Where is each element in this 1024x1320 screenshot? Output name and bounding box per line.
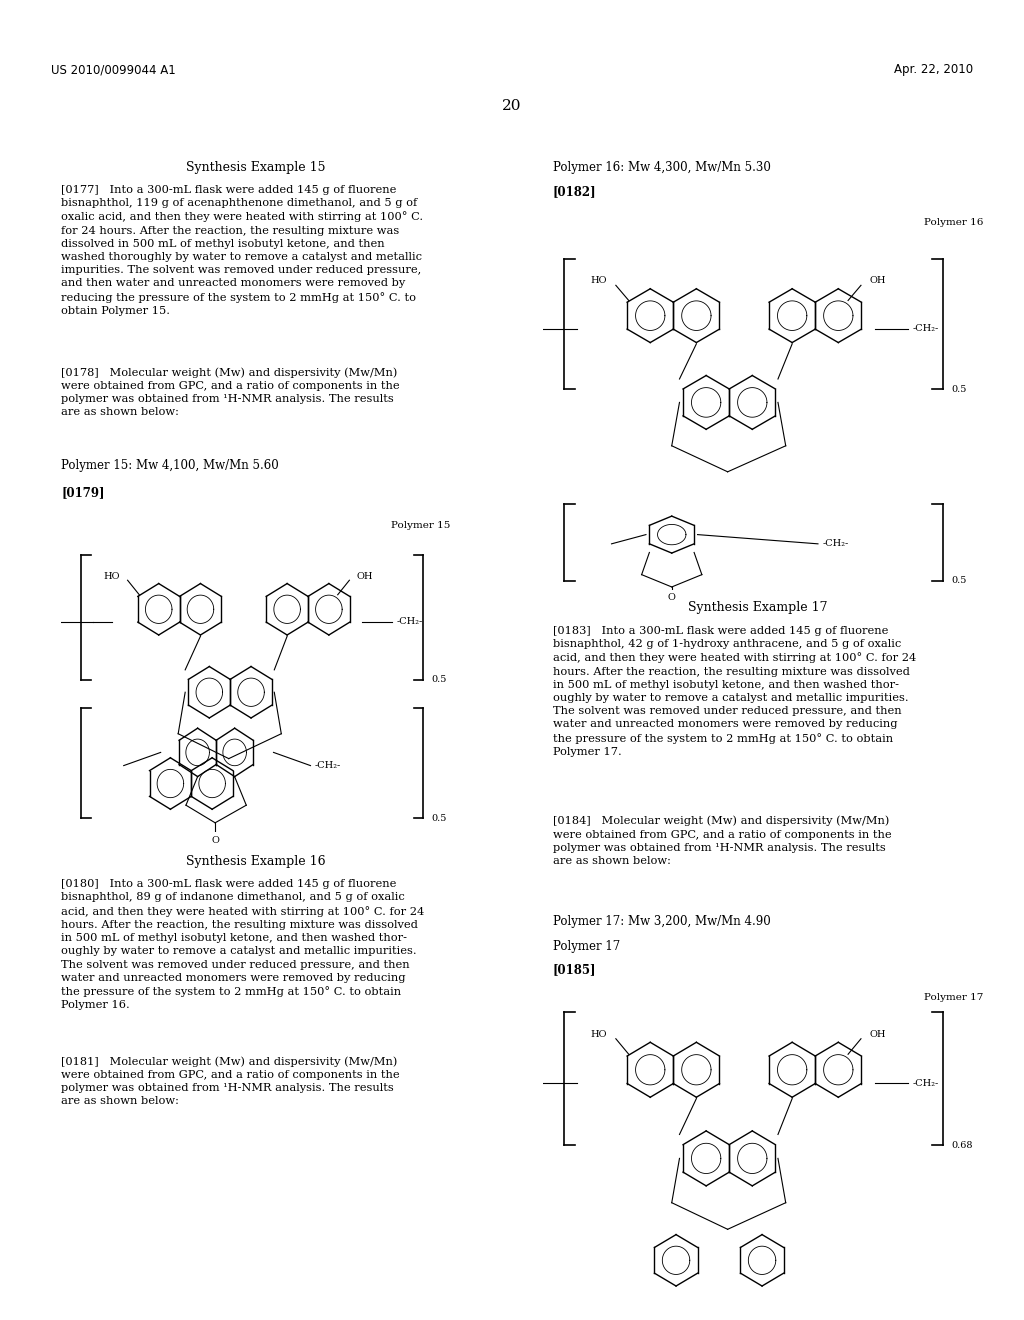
Text: Polymer 17: Mw 3,200, Mw/Mn 4.90: Polymer 17: Mw 3,200, Mw/Mn 4.90: [553, 915, 771, 928]
Text: [0181]   Molecular weight (Mw) and dispersivity (Mw/Mn)
were obtained from GPC, : [0181] Molecular weight (Mw) and dispers…: [61, 1056, 400, 1106]
Text: -CH₂-: -CH₂-: [822, 540, 849, 548]
Text: Polymer 17: Polymer 17: [924, 993, 983, 1002]
Text: 0.5: 0.5: [951, 577, 967, 585]
Text: O: O: [668, 593, 676, 602]
Text: Polymer 16: Mw 4,300, Mw/Mn 5.30: Polymer 16: Mw 4,300, Mw/Mn 5.30: [553, 161, 771, 174]
Text: Synthesis Example 15: Synthesis Example 15: [186, 161, 326, 174]
Text: Polymer 16: Polymer 16: [924, 218, 983, 227]
Text: OH: OH: [870, 1030, 887, 1039]
Text: -CH₂-: -CH₂-: [912, 325, 939, 333]
Text: 0.5: 0.5: [431, 814, 446, 822]
Text: [0179]: [0179]: [61, 486, 104, 499]
Text: OH: OH: [870, 276, 887, 285]
Text: [0178]   Molecular weight (Mw) and dispersivity (Mw/Mn)
were obtained from GPC, : [0178] Molecular weight (Mw) and dispers…: [61, 367, 400, 417]
Text: HO: HO: [591, 276, 607, 285]
Text: HO: HO: [103, 572, 120, 581]
Text: [0183]   Into a 300-mL flask were added 145 g of fluorene
bisnaphthol, 42 g of 1: [0183] Into a 300-mL flask were added 14…: [553, 626, 916, 756]
Text: [0180]   Into a 300-mL flask were added 145 g of fluorene
bisnaphthol, 89 g of i: [0180] Into a 300-mL flask were added 14…: [61, 879, 425, 1010]
Text: Synthesis Example 16: Synthesis Example 16: [186, 855, 326, 869]
Text: OH: OH: [356, 572, 373, 581]
Text: 20: 20: [502, 99, 522, 114]
Text: -CH₂-: -CH₂-: [912, 1078, 939, 1088]
Text: US 2010/0099044 A1: US 2010/0099044 A1: [51, 63, 176, 77]
Text: 0.68: 0.68: [951, 1140, 973, 1150]
Text: [0185]: [0185]: [553, 964, 596, 977]
Text: 0.5: 0.5: [431, 676, 446, 684]
Text: Polymer 15: Mw 4,100, Mw/Mn 5.60: Polymer 15: Mw 4,100, Mw/Mn 5.60: [61, 459, 280, 473]
Text: [0177]   Into a 300-mL flask were added 145 g of fluorene
bisnaphthol, 119 g of : [0177] Into a 300-mL flask were added 14…: [61, 185, 424, 315]
Text: HO: HO: [591, 1030, 607, 1039]
Text: [0182]: [0182]: [553, 185, 597, 198]
Text: O: O: [211, 836, 219, 845]
Text: -CH₂-: -CH₂-: [314, 762, 341, 770]
Text: -CH₂-: -CH₂-: [396, 618, 422, 626]
Text: Synthesis Example 17: Synthesis Example 17: [688, 601, 827, 614]
Text: [0184]   Molecular weight (Mw) and dispersivity (Mw/Mn)
were obtained from GPC, : [0184] Molecular weight (Mw) and dispers…: [553, 816, 892, 866]
Text: Polymer 17: Polymer 17: [553, 940, 621, 953]
Text: Apr. 22, 2010: Apr. 22, 2010: [894, 63, 973, 77]
Text: 0.5: 0.5: [951, 385, 967, 393]
Text: Polymer 15: Polymer 15: [391, 521, 451, 531]
